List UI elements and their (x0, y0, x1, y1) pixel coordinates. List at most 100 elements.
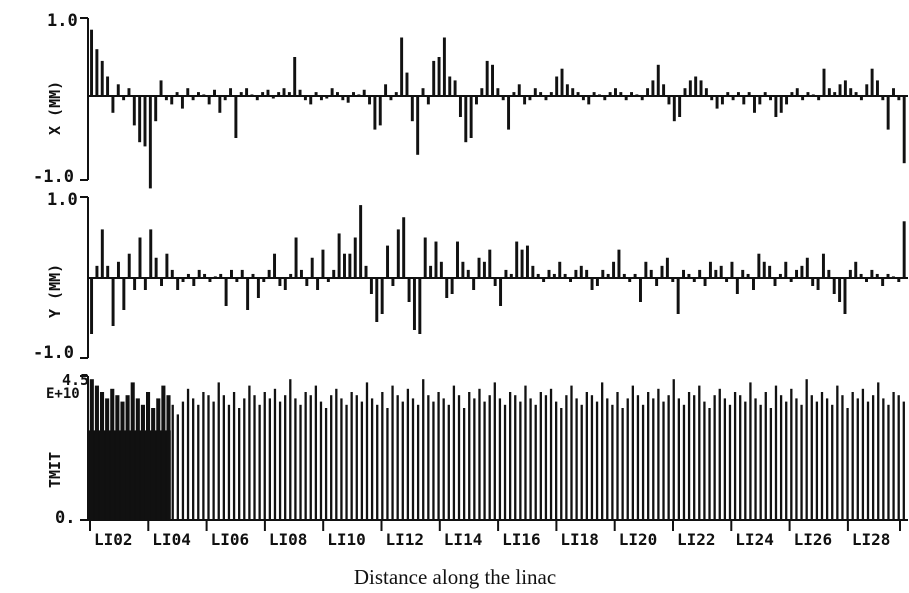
tmit-bar (856, 398, 859, 520)
tmit-bar (391, 385, 394, 520)
tmit-bar (713, 395, 716, 520)
x-bar (635, 94, 639, 96)
x-bar (352, 92, 355, 96)
tmit-bar (207, 395, 210, 520)
tmit-bar (381, 392, 384, 520)
x-bar (148, 96, 152, 189)
x-bar (608, 92, 612, 96)
x-bar (892, 88, 895, 96)
x-bar (191, 96, 195, 101)
y-bar (595, 278, 599, 286)
x-bar (127, 88, 131, 96)
y-bar (778, 273, 782, 278)
x-bar (180, 96, 184, 109)
x-bar (555, 76, 559, 96)
x-bar (287, 92, 291, 96)
x-bar (587, 96, 591, 105)
y-bar (278, 278, 282, 286)
tmit-bar (324, 408, 328, 520)
y-bar (154, 257, 158, 278)
tmit-bar (718, 388, 721, 520)
tmit-bar (151, 408, 156, 520)
x-bar (592, 92, 596, 96)
x-bar (528, 96, 532, 101)
x-bar (255, 96, 259, 101)
tmit-bar (565, 395, 568, 520)
y-bar (671, 278, 675, 282)
tmit-bar (739, 395, 742, 520)
x-ytick-bottom: -1.0 (33, 167, 74, 187)
x-bar (95, 49, 99, 96)
tmit-ylabel: TMIT (46, 452, 64, 488)
tmit-bar (626, 398, 629, 520)
y-bar (590, 278, 594, 290)
x-bar (309, 96, 313, 105)
x-bar (234, 96, 238, 138)
tmit-bar (258, 404, 261, 520)
y-bar (90, 278, 94, 334)
x-bar (303, 96, 307, 101)
y-bars (90, 205, 906, 334)
y-bar (639, 278, 642, 302)
x-bar (250, 94, 254, 96)
sector-label: LI04 (152, 530, 191, 549)
tmit-bar (314, 385, 318, 520)
tmit-bar (176, 414, 179, 520)
x-bar (111, 96, 115, 113)
x-bar (763, 92, 767, 96)
x-bar (859, 96, 863, 101)
tmit-bar (452, 385, 456, 520)
y-bar (865, 278, 868, 282)
y-bar (741, 269, 745, 278)
x-bar (646, 88, 650, 96)
y-bar (536, 273, 540, 278)
y-bar (396, 229, 400, 278)
y-bar (563, 273, 567, 278)
tmit-bar (871, 395, 875, 520)
x-bar (464, 96, 468, 143)
x-bar (726, 92, 730, 96)
y-bar (170, 269, 174, 278)
y-bar (515, 241, 519, 278)
y-bar (531, 265, 535, 278)
x-bar (614, 88, 617, 96)
y-bar (289, 273, 293, 278)
tmit-bar (800, 404, 803, 520)
x-bar (175, 92, 179, 96)
y-bar (116, 261, 120, 278)
sector-label: LI10 (327, 530, 366, 549)
tmit-bar (866, 401, 870, 520)
x-bar (282, 88, 286, 96)
x-bar (202, 94, 206, 96)
tmit-bar (728, 404, 732, 520)
y-bar (213, 276, 217, 278)
tmit-bar (590, 395, 594, 520)
tmit-bar (744, 401, 747, 520)
tmit-bar (769, 408, 773, 520)
tmit-bar (319, 401, 323, 520)
x-bar (218, 96, 222, 113)
y-bar (574, 269, 578, 278)
y-bar (133, 278, 137, 290)
y-bar (186, 273, 190, 278)
x-bar (539, 92, 543, 96)
x-bar (245, 88, 249, 96)
x-bar (769, 96, 772, 101)
tmit-bar (687, 392, 691, 520)
x-bar (694, 76, 698, 96)
y-bar (601, 269, 605, 278)
x-bar (164, 96, 168, 101)
x-bar (170, 96, 174, 105)
y-bar (649, 269, 653, 278)
y-bar (359, 205, 363, 278)
y-bar (283, 278, 287, 290)
sector-label: LI26 (794, 530, 833, 549)
y-ytick-top: 1.0 (47, 190, 78, 210)
x-bar (902, 96, 906, 164)
x-bar (362, 89, 366, 96)
y-bar (552, 273, 556, 278)
x-bar (400, 37, 404, 96)
tmit-bars (89, 379, 905, 520)
tmit-bar (115, 395, 120, 520)
x-bar (346, 96, 350, 103)
